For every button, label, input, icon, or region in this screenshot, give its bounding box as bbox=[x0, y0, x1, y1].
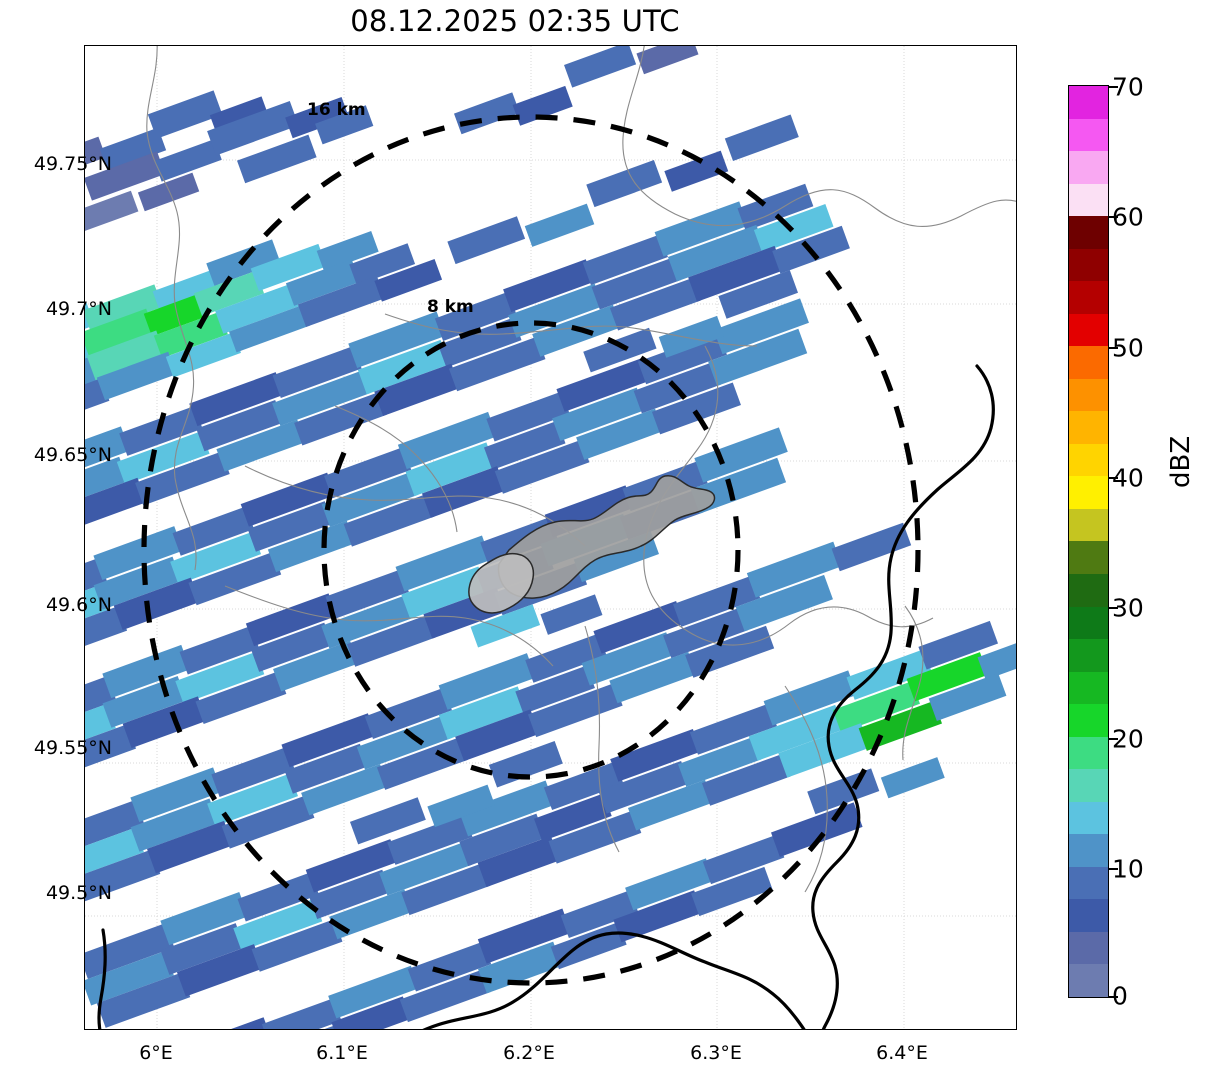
colorbar-tick-label: 70 bbox=[1112, 72, 1144, 102]
colorbar-band bbox=[1069, 801, 1108, 835]
colorbar-band bbox=[1069, 183, 1108, 217]
colorbar-tick-label: 60 bbox=[1112, 202, 1144, 232]
colorbar-tick-label: 20 bbox=[1112, 724, 1144, 754]
colorbar-band bbox=[1069, 118, 1108, 152]
y-tick-label: 49.75°N bbox=[33, 153, 112, 175]
colorbar-band bbox=[1069, 541, 1108, 574]
colorbar-band bbox=[1069, 281, 1108, 314]
y-tick-label: 49.65°N bbox=[33, 444, 112, 466]
x-tick-label: 6.1°E bbox=[316, 1042, 368, 1064]
radar-reflectivity-layer bbox=[85, 46, 1016, 1029]
colorbar-band bbox=[1069, 443, 1108, 477]
colorbar-tick-label: 40 bbox=[1112, 463, 1144, 493]
colorbar-tick-mark bbox=[1109, 477, 1118, 479]
colorbar-band bbox=[1069, 346, 1108, 379]
colorbar-band bbox=[1069, 899, 1108, 932]
colorbar[interactable] bbox=[1068, 85, 1109, 998]
colorbar-band bbox=[1069, 476, 1108, 509]
city-polygon bbox=[468, 474, 716, 614]
colorbar-tick-mark bbox=[1109, 86, 1118, 88]
country-border bbox=[97, 364, 995, 1029]
colorbar-band bbox=[1069, 639, 1108, 672]
colorbar-tick-label: 0 bbox=[1112, 981, 1128, 1011]
colorbar-title: dBZ bbox=[1166, 435, 1196, 488]
colorbar-band bbox=[1069, 573, 1108, 607]
y-tick-label: 49.6°N bbox=[45, 594, 112, 616]
colorbar-band bbox=[1069, 216, 1108, 249]
colorbar-band bbox=[1069, 86, 1108, 119]
colorbar-band bbox=[1069, 866, 1108, 900]
colorbar-band bbox=[1069, 704, 1108, 737]
colorbar-tick-mark bbox=[1109, 868, 1118, 870]
range-ring-16km bbox=[141, 114, 921, 986]
colorbar-tick-mark bbox=[1109, 996, 1118, 998]
colorbar-band bbox=[1069, 931, 1108, 965]
colorbar-band bbox=[1069, 606, 1108, 640]
colorbar-tick-label: 10 bbox=[1112, 854, 1144, 884]
range-ring-8km bbox=[321, 320, 741, 780]
colorbar-tick-mark bbox=[1109, 607, 1118, 609]
colorbar-band bbox=[1069, 964, 1108, 997]
colorbar-band bbox=[1069, 736, 1108, 770]
radar-map-canvas bbox=[85, 46, 1016, 1029]
colorbar-tick-mark bbox=[1109, 347, 1118, 349]
colorbar-band bbox=[1069, 769, 1108, 802]
colorbar-band bbox=[1069, 313, 1108, 347]
x-tick-label: 6.3°E bbox=[690, 1042, 742, 1064]
colorbar-band bbox=[1069, 411, 1108, 444]
colorbar-tick-mark bbox=[1109, 216, 1118, 218]
x-tick-label: 6.4°E bbox=[876, 1042, 928, 1064]
y-tick-label: 49.7°N bbox=[45, 298, 112, 320]
colorbar-tick-label: 50 bbox=[1112, 333, 1144, 363]
colorbar-band bbox=[1069, 834, 1108, 867]
page-title: 08.12.2025 02:35 UTC bbox=[350, 4, 680, 38]
colorbar-tick-label: 30 bbox=[1112, 593, 1144, 623]
y-tick-label: 49.5°N bbox=[45, 882, 112, 904]
range-ring-label-16km: 16 km bbox=[307, 100, 366, 120]
x-tick-label: 6.2°E bbox=[503, 1042, 555, 1064]
y-tick-label: 49.55°N bbox=[33, 737, 112, 759]
colorbar-tick-mark bbox=[1109, 738, 1118, 740]
colorbar-band bbox=[1069, 151, 1108, 184]
colorbar-band bbox=[1069, 248, 1108, 282]
colorbar-band bbox=[1069, 671, 1108, 705]
radar-echo-cells bbox=[85, 46, 1016, 1029]
colorbar-band bbox=[1069, 378, 1108, 412]
x-tick-label: 6°E bbox=[139, 1042, 173, 1064]
range-ring-label-8km: 8 km bbox=[427, 297, 474, 317]
range-rings bbox=[141, 114, 921, 986]
colorbar-band bbox=[1069, 508, 1108, 542]
radar-map-plot[interactable] bbox=[84, 45, 1017, 1030]
